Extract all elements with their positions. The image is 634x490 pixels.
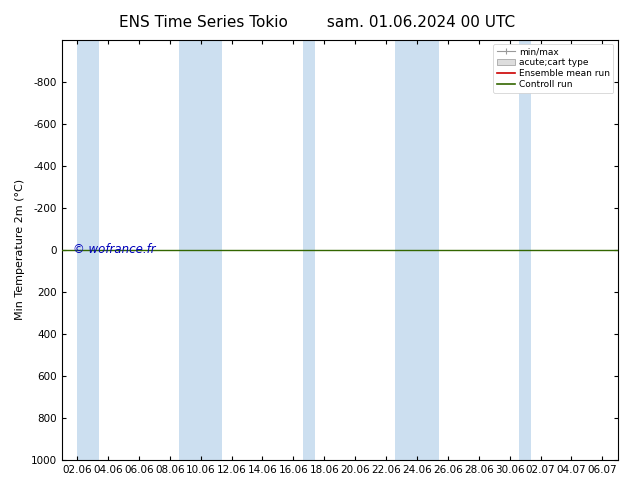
Bar bbox=[396, 40, 439, 460]
Bar bbox=[519, 40, 531, 460]
Legend: min/max, acute;cart type, Ensemble mean run, Controll run: min/max, acute;cart type, Ensemble mean … bbox=[493, 44, 613, 93]
Text: ENS Time Series Tokio        sam. 01.06.2024 00 UTC: ENS Time Series Tokio sam. 01.06.2024 00… bbox=[119, 15, 515, 30]
Text: © wofrance.fr: © wofrance.fr bbox=[73, 244, 155, 256]
Bar bbox=[179, 40, 223, 460]
Bar bbox=[77, 40, 99, 460]
Y-axis label: Min Temperature 2m (°C): Min Temperature 2m (°C) bbox=[15, 179, 25, 320]
Bar bbox=[302, 40, 315, 460]
